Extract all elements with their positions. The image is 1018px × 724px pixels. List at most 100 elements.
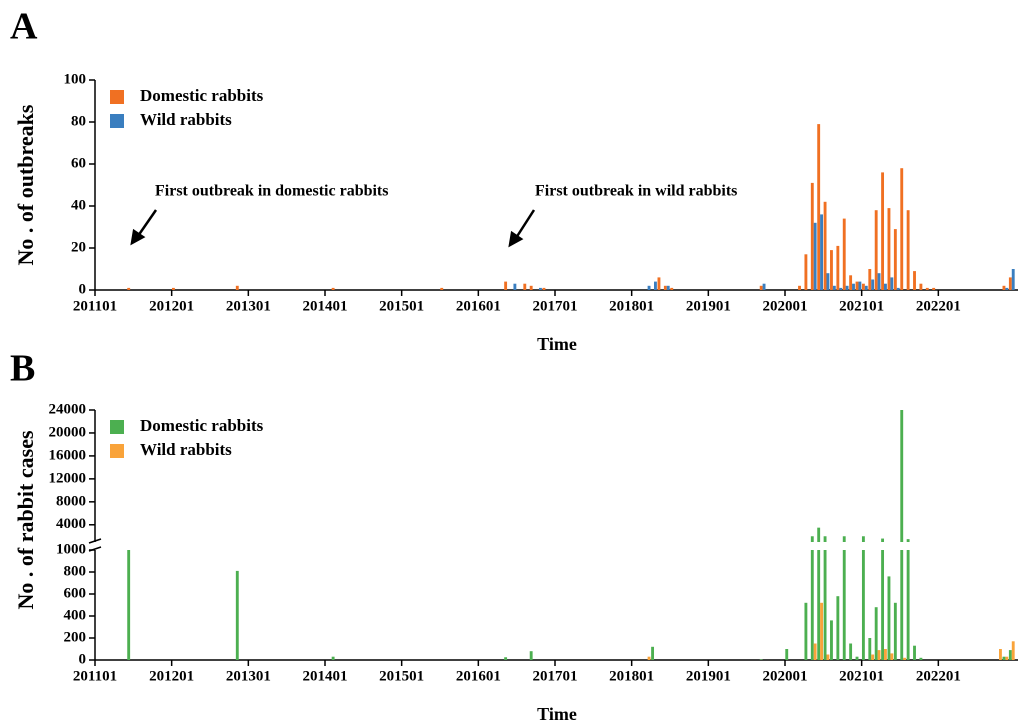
bar bbox=[887, 208, 891, 290]
bar bbox=[906, 550, 910, 660]
bar bbox=[826, 654, 830, 660]
x-tick-label: 201701 bbox=[533, 298, 578, 314]
legend-label: Domestic rabbits bbox=[140, 416, 264, 435]
bar bbox=[529, 651, 533, 660]
bar bbox=[877, 650, 881, 660]
x-tick-label: 201501 bbox=[379, 668, 424, 684]
legend-label: Wild rabbits bbox=[140, 110, 232, 129]
y-tick-label: 4000 bbox=[56, 516, 86, 532]
legend-swatch bbox=[110, 420, 124, 434]
bar bbox=[893, 229, 897, 290]
bar bbox=[1002, 656, 1006, 660]
bar bbox=[826, 273, 830, 290]
arrowhead bbox=[130, 228, 146, 246]
bar bbox=[842, 218, 846, 290]
bar-upper bbox=[823, 536, 827, 542]
bar bbox=[127, 287, 131, 290]
bar bbox=[884, 283, 887, 290]
x-tick-label: 202001 bbox=[763, 668, 808, 684]
bar bbox=[906, 210, 910, 290]
bar bbox=[654, 281, 657, 290]
bar bbox=[663, 285, 667, 290]
x-tick-label: 202201 bbox=[916, 668, 961, 684]
bar bbox=[855, 656, 859, 660]
bar bbox=[874, 607, 878, 660]
bar bbox=[893, 602, 897, 660]
bar-upper bbox=[881, 538, 885, 542]
y-tick-label: 60 bbox=[71, 155, 86, 171]
bar-upper bbox=[906, 539, 910, 542]
y-tick-label: 200 bbox=[64, 629, 87, 645]
x-tick-label: 201101 bbox=[73, 298, 117, 314]
y-tick-label: 20 bbox=[71, 239, 86, 255]
bar bbox=[823, 550, 827, 660]
bar bbox=[874, 210, 878, 290]
bar bbox=[896, 287, 900, 290]
bar bbox=[864, 285, 868, 290]
axis-break bbox=[88, 538, 102, 544]
bar-upper bbox=[900, 410, 904, 542]
bar bbox=[331, 287, 335, 290]
bar bbox=[830, 250, 833, 290]
bar-upper bbox=[842, 536, 846, 542]
bar bbox=[913, 271, 916, 290]
bar bbox=[845, 285, 849, 290]
y-tick-label: 400 bbox=[64, 607, 87, 623]
bar bbox=[759, 285, 763, 290]
x-tick-label: 202101 bbox=[839, 668, 884, 684]
x-axis-title: Time bbox=[537, 334, 577, 354]
x-tick-label: 201101 bbox=[73, 668, 117, 684]
legend-swatch bbox=[110, 444, 124, 458]
y-tick-label: 100 bbox=[64, 71, 87, 87]
bar-upper bbox=[817, 527, 821, 542]
bar bbox=[887, 576, 891, 660]
bar bbox=[903, 657, 907, 660]
bar bbox=[849, 275, 853, 290]
bar bbox=[759, 659, 763, 660]
bar bbox=[810, 550, 814, 660]
bar bbox=[647, 656, 651, 660]
y-axis-title: No . of outbreaks bbox=[13, 104, 38, 265]
bar bbox=[804, 254, 808, 290]
bar bbox=[523, 283, 527, 290]
bar bbox=[813, 643, 817, 660]
bar bbox=[881, 172, 885, 290]
bar bbox=[1005, 287, 1009, 290]
bar bbox=[830, 620, 833, 660]
bar bbox=[171, 287, 175, 290]
bar bbox=[855, 281, 859, 290]
arrow bbox=[514, 209, 536, 239]
bar bbox=[810, 182, 814, 290]
axis-break bbox=[88, 546, 102, 552]
x-tick-label: 201901 bbox=[686, 298, 731, 314]
bar bbox=[823, 201, 827, 290]
legend-swatch bbox=[110, 90, 124, 104]
bar bbox=[127, 550, 131, 660]
x-tick-label: 201801 bbox=[609, 668, 654, 684]
x-tick-label: 201501 bbox=[379, 298, 424, 314]
y-tick-label: 1000 bbox=[56, 541, 86, 557]
annotation-arrows bbox=[130, 209, 536, 248]
legend-label: Domestic rabbits bbox=[140, 86, 264, 105]
bar bbox=[868, 269, 872, 290]
bar bbox=[542, 287, 546, 290]
x-tick-label: 201901 bbox=[686, 668, 731, 684]
y-tick-label: 600 bbox=[64, 585, 87, 601]
bar bbox=[817, 124, 821, 290]
bar bbox=[1008, 277, 1012, 290]
arrowhead bbox=[508, 230, 524, 248]
y-tick-label: 0 bbox=[79, 651, 87, 667]
bar bbox=[504, 657, 508, 660]
y-axis-title: No . of rabbit cases bbox=[13, 430, 38, 609]
annotation: First outbreak in wild rabbits bbox=[535, 183, 737, 200]
bar bbox=[1002, 285, 1006, 290]
bar bbox=[804, 602, 808, 660]
y-tick-label: 16000 bbox=[49, 447, 87, 463]
bar bbox=[852, 283, 855, 290]
bar bbox=[529, 285, 533, 290]
annotation: First outbreak in domestic rabbits bbox=[155, 183, 388, 200]
bar bbox=[839, 287, 843, 290]
bar bbox=[813, 222, 817, 290]
bar bbox=[932, 287, 936, 290]
